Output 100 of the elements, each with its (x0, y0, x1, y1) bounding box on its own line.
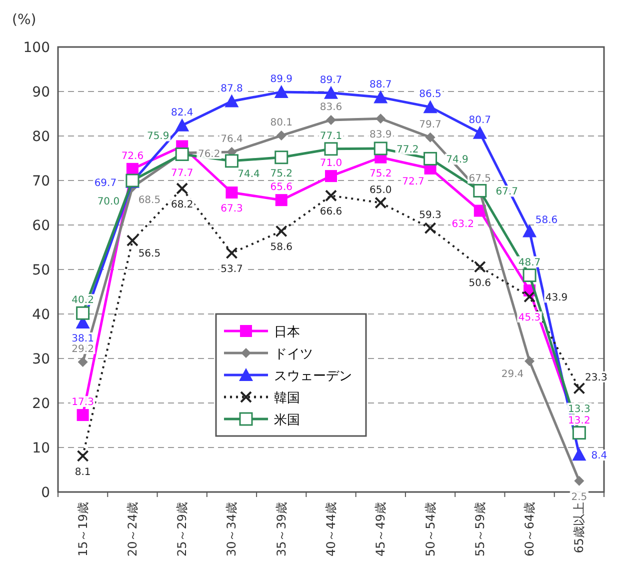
data-label: 56.5 (138, 248, 161, 260)
data-label: 48.7 (518, 257, 541, 268)
x-tick-label: 20～24歳 (125, 502, 140, 557)
point (126, 162, 138, 175)
x-tick-label: 25～29歳 (175, 502, 190, 557)
point (224, 154, 238, 168)
data-label: 43.9 (545, 292, 568, 304)
point (175, 147, 189, 161)
point (226, 186, 238, 199)
point (226, 247, 238, 260)
point (374, 142, 388, 156)
point (425, 132, 436, 142)
data-label: 75.2 (270, 168, 292, 180)
point (522, 268, 536, 282)
point (326, 114, 336, 125)
y-tick-label: 80 (32, 129, 50, 145)
point (574, 476, 584, 486)
data-label: 65.6 (270, 182, 292, 194)
data-label: 45.3 (518, 312, 541, 324)
point (224, 94, 239, 108)
x-tick-label: 35～39歳 (274, 502, 288, 557)
data-label: 13.2 (568, 415, 590, 426)
y-tick-label: 30 (32, 352, 50, 368)
data-label: 67.7 (496, 186, 518, 198)
data-label: 50.6 (468, 278, 492, 289)
y-tick-label: 100 (23, 40, 50, 56)
y-tick-label: 90 (32, 84, 50, 100)
x-tick-label: 50～54歳 (423, 502, 438, 557)
legend-label: 日本 (274, 325, 300, 340)
data-label: 76.4 (220, 134, 243, 146)
x-tick-label: 40～44歳 (324, 502, 338, 557)
x-tick-label: 30～34歳 (224, 502, 239, 557)
legend-label: スウェーデン (274, 369, 352, 384)
point (276, 130, 286, 141)
data-label: 80.1 (270, 118, 292, 129)
point (376, 114, 386, 124)
point (274, 84, 288, 98)
point (374, 196, 387, 209)
data-label: 77.1 (320, 130, 342, 142)
point (78, 357, 88, 368)
point (76, 409, 89, 422)
x-tick-label: 55～59歳 (472, 502, 487, 557)
y-tick-label: 10 (32, 440, 50, 456)
data-label: 29.2 (72, 344, 94, 356)
data-label: 66.6 (320, 206, 342, 218)
data-label: 69.7 (94, 178, 117, 189)
y-tick-label: 40 (32, 307, 50, 323)
legend-label: ドイツ (274, 347, 313, 362)
data-label: 77.7 (170, 168, 194, 180)
data-label: 58.6 (535, 215, 558, 226)
point (176, 182, 188, 195)
point (472, 126, 487, 139)
point (76, 306, 90, 320)
point (325, 170, 337, 182)
point (424, 152, 438, 166)
x-tick-label: 65歳以上 (572, 502, 586, 554)
point (76, 450, 89, 462)
point (275, 194, 288, 206)
point (423, 100, 438, 114)
x-tick-label: 45～49歳 (374, 502, 388, 557)
data-label: 17.3 (72, 397, 94, 408)
data-label: 8.4 (591, 450, 608, 462)
data-label: 67.5 (468, 174, 492, 185)
point (126, 234, 138, 247)
data-label: 83.6 (320, 102, 342, 113)
data-label: 53.7 (220, 264, 243, 276)
point (324, 142, 338, 156)
data-label: 83.9 (370, 130, 392, 141)
point (522, 224, 537, 238)
data-label: 59.3 (419, 210, 442, 222)
point (325, 190, 337, 202)
data-label: 40.2 (72, 295, 94, 306)
data-label: 72.6 (121, 150, 144, 162)
legend-label: 韓国 (274, 391, 300, 406)
y-axis-title: (%) (12, 12, 36, 28)
data-label: 23.3 (585, 372, 608, 384)
data-label: 70.0 (97, 196, 120, 208)
data-label: 63.2 (452, 218, 474, 230)
data-label: 2.5 (571, 492, 588, 503)
y-tick-label: 60 (32, 218, 50, 234)
data-label: 75.2 (370, 168, 392, 180)
data-label: 68.5 (138, 195, 161, 206)
data-label: 88.7 (370, 79, 392, 90)
point (324, 86, 338, 99)
data-label: 74.4 (238, 168, 260, 180)
y-tick-label: 20 (32, 396, 50, 412)
data-label: 77.2 (396, 144, 419, 156)
data-label: 82.4 (170, 107, 194, 118)
data-label: 71.0 (320, 158, 342, 170)
data-label: 13.3 (568, 404, 590, 415)
data-label: 74.9 (446, 154, 468, 166)
point (374, 90, 388, 104)
data-label: 86.5 (419, 89, 442, 100)
data-label: 67.3 (220, 204, 243, 215)
point (524, 356, 535, 366)
point (275, 225, 288, 238)
data-label: 89.7 (320, 74, 342, 86)
point (175, 118, 190, 132)
y-tick-label: 50 (32, 262, 50, 278)
point (572, 448, 586, 461)
